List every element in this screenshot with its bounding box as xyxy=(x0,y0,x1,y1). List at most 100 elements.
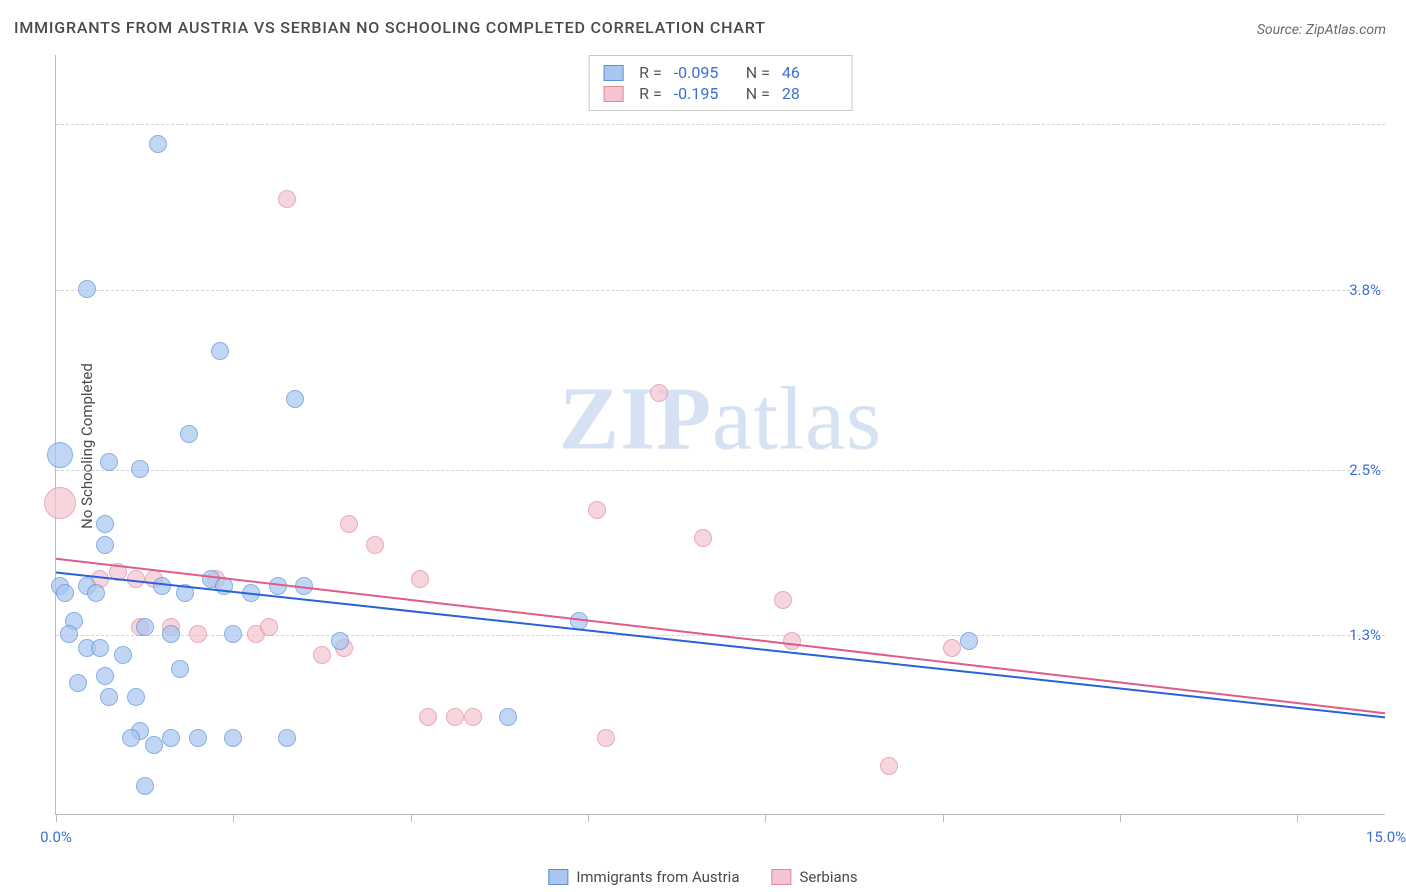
swatch-serbians xyxy=(771,869,791,885)
data-point-austria xyxy=(286,390,304,408)
plot-area: ZIPatlas 1.3%2.5%3.8% 0.0%15.0% R = -0.0… xyxy=(55,55,1385,815)
y-tick-label: 2.5% xyxy=(1349,461,1387,479)
n-label: N = xyxy=(746,63,770,82)
watermark-bold: ZIP xyxy=(559,370,712,469)
n-value-serbians: 28 xyxy=(782,84,838,103)
data-point-serbians xyxy=(880,757,898,775)
data-point-austria xyxy=(499,708,517,726)
data-point-austria xyxy=(78,280,96,298)
x-tick xyxy=(588,814,589,822)
x-tick xyxy=(233,814,234,822)
legend-item-austria: Immigrants from Austria xyxy=(548,868,739,886)
data-point-serbians xyxy=(650,384,668,402)
data-point-austria xyxy=(960,632,978,650)
data-point-serbians xyxy=(774,591,792,609)
legend-label-austria: Immigrants from Austria xyxy=(576,868,739,886)
n-value-austria: 46 xyxy=(782,63,838,82)
swatch-serbians xyxy=(603,86,623,102)
data-point-austria xyxy=(145,736,163,754)
data-point-austria xyxy=(91,639,109,657)
data-point-serbians xyxy=(366,536,384,554)
data-point-serbians xyxy=(597,729,615,747)
data-point-austria xyxy=(100,688,118,706)
legend-label-serbians: Serbians xyxy=(799,868,857,886)
data-point-austria xyxy=(242,584,260,602)
data-point-serbians xyxy=(313,646,331,664)
data-point-austria xyxy=(570,612,588,630)
data-point-serbians xyxy=(109,563,127,581)
data-point-serbians xyxy=(411,570,429,588)
data-point-serbians xyxy=(127,570,145,588)
data-point-austria xyxy=(60,625,78,643)
data-point-serbians xyxy=(783,632,801,650)
x-tick xyxy=(411,814,412,822)
bottom-legend: Immigrants from Austria Serbians xyxy=(548,868,857,886)
data-point-austria xyxy=(96,667,114,685)
data-point-austria xyxy=(131,460,149,478)
stats-row-austria: R = -0.095 N = 46 xyxy=(603,62,838,83)
watermark-rest: atlas xyxy=(712,370,882,469)
data-point-austria xyxy=(295,577,313,595)
watermark: ZIPatlas xyxy=(559,368,882,471)
data-point-austria xyxy=(114,646,132,664)
r-label: R = xyxy=(639,84,662,103)
data-point-serbians xyxy=(694,529,712,547)
data-point-austria xyxy=(171,660,189,678)
y-tick-label: 3.8% xyxy=(1349,281,1387,299)
data-point-austria xyxy=(176,584,194,602)
swatch-austria xyxy=(548,869,568,885)
x-tick-label: 15.0% xyxy=(1366,828,1406,846)
data-point-serbians xyxy=(189,625,207,643)
gridline xyxy=(56,290,1385,291)
x-tick xyxy=(56,814,57,822)
data-point-austria xyxy=(136,777,154,795)
r-label: R = xyxy=(639,63,662,82)
data-point-austria xyxy=(47,442,73,468)
r-value-austria: -0.095 xyxy=(674,63,730,82)
data-point-serbians xyxy=(943,639,961,657)
x-tick xyxy=(765,814,766,822)
data-point-austria xyxy=(180,425,198,443)
data-point-austria xyxy=(96,515,114,533)
swatch-austria xyxy=(603,65,623,81)
data-point-austria xyxy=(56,584,74,602)
data-point-austria xyxy=(136,618,154,636)
data-point-austria xyxy=(149,135,167,153)
x-tick-label: 0.0% xyxy=(40,828,72,846)
data-point-serbians xyxy=(588,501,606,519)
chart-title: IMMIGRANTS FROM AUSTRIA VS SERBIAN NO SC… xyxy=(14,18,766,37)
data-point-austria xyxy=(87,584,105,602)
stats-legend: R = -0.095 N = 46 R = -0.195 N = 28 xyxy=(588,55,853,111)
data-point-serbians xyxy=(278,190,296,208)
x-tick xyxy=(943,814,944,822)
data-point-austria xyxy=(189,729,207,747)
data-point-austria xyxy=(331,632,349,650)
legend-item-serbians: Serbians xyxy=(771,868,857,886)
data-point-austria xyxy=(278,729,296,747)
data-point-serbians xyxy=(44,487,76,519)
data-point-austria xyxy=(100,453,118,471)
data-point-austria xyxy=(162,625,180,643)
data-point-austria xyxy=(269,577,287,595)
data-point-austria xyxy=(211,342,229,360)
n-label: N = xyxy=(746,84,770,103)
data-point-austria xyxy=(122,729,140,747)
data-point-austria xyxy=(215,577,233,595)
data-point-austria xyxy=(162,729,180,747)
data-point-serbians xyxy=(446,708,464,726)
data-point-austria xyxy=(69,674,87,692)
gridline xyxy=(56,470,1385,471)
y-tick-label: 1.3% xyxy=(1349,626,1387,644)
data-point-austria xyxy=(224,625,242,643)
stats-row-serbians: R = -0.195 N = 28 xyxy=(603,83,838,104)
data-point-serbians xyxy=(340,515,358,533)
data-point-serbians xyxy=(419,708,437,726)
r-value-serbians: -0.195 xyxy=(674,84,730,103)
source-attribution: Source: ZipAtlas.com xyxy=(1257,22,1386,38)
gridline xyxy=(56,124,1385,125)
data-point-austria xyxy=(96,536,114,554)
data-point-austria xyxy=(224,729,242,747)
data-point-serbians xyxy=(260,618,278,636)
data-point-austria xyxy=(127,688,145,706)
x-tick xyxy=(1297,814,1298,822)
